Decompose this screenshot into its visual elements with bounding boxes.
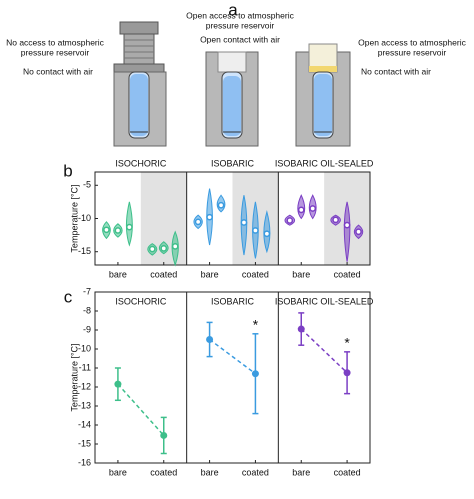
median-dot <box>160 245 168 252</box>
y-tick-label: -13 <box>78 400 91 410</box>
y-tick-label: -10 <box>78 213 91 223</box>
point <box>343 369 351 377</box>
vessel-isobaric <box>205 51 259 147</box>
median-dot <box>217 201 225 209</box>
group-title: ISOBARIC OIL-SEALED <box>275 296 374 306</box>
connector <box>300 328 348 374</box>
significance: * <box>344 335 350 351</box>
group-title: ISOBARIC OIL-SEALED <box>275 158 374 168</box>
x-tick-label: coated <box>150 269 177 279</box>
panel-label: b <box>63 161 72 180</box>
y-tick-label: -12 <box>78 381 91 391</box>
annotation: pressure reservoir <box>378 47 447 57</box>
median-dot <box>126 223 133 231</box>
violin <box>125 201 133 247</box>
x-tick-label: bare <box>109 467 127 477</box>
annotation: Open access to atmospheric <box>358 37 466 47</box>
group-title: ISOCHORIC <box>115 296 167 306</box>
y-axis-label: Temperature [°C] <box>69 343 79 411</box>
significance: * <box>253 317 259 333</box>
group-title: ISOBARIC <box>211 296 255 306</box>
group-title: ISOBARIC <box>211 158 255 168</box>
median-dot <box>297 206 305 214</box>
median-dot <box>252 227 259 234</box>
annotation: No contact with air <box>361 66 431 76</box>
panel-label: a <box>228 0 238 19</box>
median-dot <box>240 219 248 226</box>
y-axis-label: Temperature [°C] <box>69 184 79 252</box>
connector <box>209 338 256 375</box>
violin <box>343 201 351 262</box>
annotation: Open contact with air <box>200 34 280 44</box>
x-tick-label: coated <box>242 269 269 279</box>
median-dot <box>286 217 294 224</box>
annotation: No contact with air <box>23 66 93 76</box>
x-tick-label: bare <box>292 467 310 477</box>
point <box>114 380 122 388</box>
median-dot <box>263 230 271 238</box>
x-tick-label: coated <box>150 467 177 477</box>
y-tick-label: -10 <box>78 343 91 353</box>
y-tick-label: -16 <box>78 457 91 467</box>
plot-frame <box>94 291 371 464</box>
median-dot <box>148 245 156 253</box>
annotation: pressure reservoir <box>206 20 275 30</box>
group-title: ISOCHORIC <box>115 158 167 168</box>
point <box>206 336 214 343</box>
y-tick-label: -14 <box>78 419 91 429</box>
median-dot <box>114 227 122 234</box>
median-dot <box>343 221 351 229</box>
x-tick-label: bare <box>292 269 310 279</box>
median-dot <box>309 205 317 212</box>
median-dot <box>171 243 179 250</box>
vessel-oil-sealed <box>295 43 351 147</box>
x-tick-label: coated <box>334 269 361 279</box>
median-dot <box>103 226 110 234</box>
x-tick-label: bare <box>201 269 219 279</box>
median-dot <box>332 216 339 224</box>
y-tick-label: -15 <box>78 438 91 448</box>
point <box>297 325 305 333</box>
connector <box>117 383 165 436</box>
annotation: pressure reservoir <box>21 47 90 57</box>
point <box>160 431 168 439</box>
vessel-isochoric <box>113 21 167 147</box>
median-dot <box>194 218 202 226</box>
y-tick-label: -8 <box>83 305 91 315</box>
panel-label: c <box>64 287 73 306</box>
x-tick-label: coated <box>242 467 269 477</box>
y-tick-label: -15 <box>78 246 91 256</box>
point <box>251 370 259 378</box>
x-tick-label: bare <box>109 269 127 279</box>
y-tick-label: -11 <box>79 362 91 372</box>
y-tick-label: -7 <box>83 286 91 296</box>
annotation: No access to atmospheric <box>6 37 105 47</box>
y-tick-label: -9 <box>83 324 91 334</box>
annotation: Open access to atmospheric <box>186 10 294 20</box>
y-tick-label: -5 <box>83 180 91 190</box>
median-dot <box>355 228 362 236</box>
median-dot <box>206 213 213 221</box>
x-tick-label: coated <box>334 467 361 477</box>
x-tick-label: bare <box>201 467 219 477</box>
